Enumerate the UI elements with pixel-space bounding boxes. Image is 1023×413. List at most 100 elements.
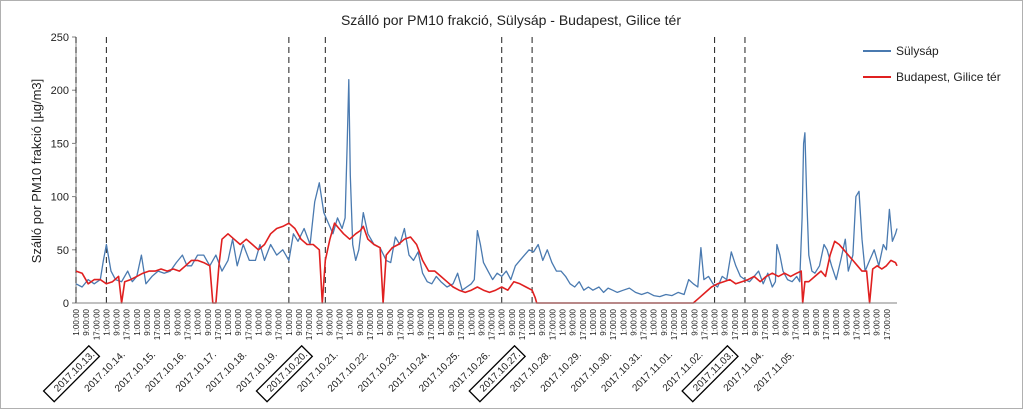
y-tick-label: 200 [51, 85, 69, 97]
x-hour-tick-label: 17:00:00 [366, 308, 375, 340]
x-hour-tick-label: 17:00:00 [427, 308, 436, 340]
x-hour-tick-label: 9:00:00 [660, 308, 669, 335]
x-day-highlight-box [255, 344, 314, 403]
x-hour-tick-label: 9:00:00 [447, 308, 456, 335]
x-hour-tick-label: 9:00:00 [751, 308, 760, 335]
x-hour-tick-label: 17:00:00 [640, 308, 649, 340]
x-hour-tick-label: 9:00:00 [721, 308, 730, 335]
x-hour-tick-label: 9:00:00 [204, 308, 213, 335]
x-hour-tick-label: 17:00:00 [609, 308, 618, 340]
x-hour-tick-label: 1:00:00 [741, 308, 750, 335]
x-hour-tick-label: 9:00:00 [417, 308, 426, 335]
x-hour-tick-label: 9:00:00 [386, 308, 395, 335]
x-hour-tick-label: 1:00:00 [346, 308, 355, 335]
legend-entry: Sülysáp [896, 44, 939, 58]
x-hour-tick-label: 17:00:00 [761, 308, 770, 340]
x-hour-tick-label: 9:00:00 [234, 308, 243, 335]
y-tick-label: 50 [57, 245, 69, 257]
x-hour-tick-label: 17:00:00 [700, 308, 709, 340]
x-hour-tick-label: 17:00:00 [336, 308, 345, 340]
legend: Sülysáp Budapest, Gilice tér [863, 44, 1001, 84]
x-hour-tick-label: 9:00:00 [173, 308, 182, 335]
x-hour-tick-label: 1:00:00 [559, 308, 568, 335]
x-hour-tick-label: 9:00:00 [569, 308, 578, 335]
x-hour-tick-label: 17:00:00 [275, 308, 284, 340]
x-hour-tick-label: 9:00:00 [782, 308, 791, 335]
x-hour-tick-label: 1:00:00 [498, 308, 507, 335]
x-hour-tick-label: 17:00:00 [792, 308, 801, 340]
x-hour-tick-label: 1:00:00 [315, 308, 324, 335]
x-hour-tick-label: 1:00:00 [194, 308, 203, 335]
x-hour-tick-label: 17:00:00 [670, 308, 679, 340]
x-hour-tick-label: 9:00:00 [477, 308, 486, 335]
x-day-highlight-box [681, 344, 739, 403]
x-hour-tick-label: 9:00:00 [508, 308, 517, 335]
x-hour-tick-label: 17:00:00 [731, 308, 740, 340]
x-hour-tick-label: 1:00:00 [711, 308, 720, 335]
x-hour-tick-label: 17:00:00 [92, 308, 101, 340]
x-hour-tick-label: 9:00:00 [325, 308, 334, 335]
legend-entry: Budapest, Gilice tér [896, 70, 1001, 84]
y-tick-label: 0 [63, 298, 69, 310]
x-hour-tick-label: 1:00:00 [285, 308, 294, 335]
x-hour-tick-label: 17:00:00 [214, 308, 223, 340]
x-hour-tick-label: 9:00:00 [143, 308, 152, 335]
x-hour-tick-label: 1:00:00 [163, 308, 172, 335]
x-hour-tick-label: 17:00:00 [822, 308, 831, 340]
x-hour-tick-label: 9:00:00 [295, 308, 304, 335]
x-hour-tick-label: 17:00:00 [305, 308, 314, 340]
x-hour-tick-label: 17:00:00 [852, 308, 861, 340]
x-hour-tick-label: 17:00:00 [518, 308, 527, 340]
x-day-highlight-box [468, 344, 527, 403]
chart-title: Szálló por PM10 frakció, Sülysáp - Budap… [341, 12, 681, 28]
x-hour-tick-label: 1:00:00 [680, 308, 689, 335]
x-hour-tick-label: 1:00:00 [406, 308, 415, 335]
x-hour-tick-label: 17:00:00 [153, 308, 162, 340]
x-hour-tick-label: 1:00:00 [72, 308, 81, 335]
y-axis: 0 50 100 150 200 250 [51, 32, 77, 310]
x-hour-tick-label: 1:00:00 [619, 308, 628, 335]
x-hour-tick-label: 17:00:00 [244, 308, 253, 340]
x-hour-tick-label: 9:00:00 [873, 308, 882, 335]
x-hour-tick-label: 1:00:00 [863, 308, 872, 335]
x-hour-tick-label: 1:00:00 [650, 308, 659, 335]
x-hour-tick-label: 9:00:00 [812, 308, 821, 335]
x-hour-tick-label: 17:00:00 [548, 308, 557, 340]
series-line-sulysap [75, 78, 898, 298]
x-hour-tick-label: 1:00:00 [437, 308, 446, 335]
y-axis-label: Szálló por PM10 frakció [µg/m3] [29, 79, 44, 264]
x-hour-tick-label: 1:00:00 [376, 308, 385, 335]
x-hour-tick-label: 1:00:00 [832, 308, 841, 335]
x-hour-tick-label: 17:00:00 [488, 308, 497, 340]
x-hour-tick-label: 1:00:00 [802, 308, 811, 335]
series-line-budapest [75, 222, 898, 304]
y-tick-label: 100 [51, 192, 69, 204]
x-hour-tick-label: 1:00:00 [224, 308, 233, 335]
x-day-highlight-box [42, 344, 101, 403]
x-hour-tick-label: 1:00:00 [589, 308, 598, 335]
x-hour-tick-label: 9:00:00 [265, 308, 274, 335]
x-hour-tick-label: 9:00:00 [629, 308, 638, 335]
x-hour-tick-label: 9:00:00 [538, 308, 547, 335]
y-tick-label: 150 [51, 138, 69, 150]
x-hour-tick-label: 9:00:00 [82, 308, 91, 335]
x-hour-tick-label: 9:00:00 [599, 308, 608, 335]
series-lines [75, 78, 898, 304]
x-hour-tick-label: 17:00:00 [183, 308, 192, 340]
x-hour-tick-label: 1:00:00 [133, 308, 142, 335]
x-hour-tick-label: 9:00:00 [842, 308, 851, 335]
x-axis: 1:00:00 9:00:00 17:00:00 1:00:00 9:00:00 17:0… [42, 302, 897, 403]
x-hour-tick-label: 17:00:00 [396, 308, 405, 340]
x-hour-tick-label: 17:00:00 [457, 308, 466, 340]
x-hour-tick-label: 17:00:00 [123, 308, 132, 340]
x-hour-tick-label: 9:00:00 [690, 308, 699, 335]
x-hour-tick-label: 1:00:00 [528, 308, 537, 335]
x-hour-tick-label: 17:00:00 [579, 308, 588, 340]
x-hour-tick-label: 1:00:00 [254, 308, 263, 335]
x-hour-tick-label: 9:00:00 [113, 308, 122, 335]
x-hour-tick-label: 1:00:00 [467, 308, 476, 335]
y-tick-label: 250 [51, 32, 69, 44]
x-hour-tick-label: 9:00:00 [356, 308, 365, 335]
